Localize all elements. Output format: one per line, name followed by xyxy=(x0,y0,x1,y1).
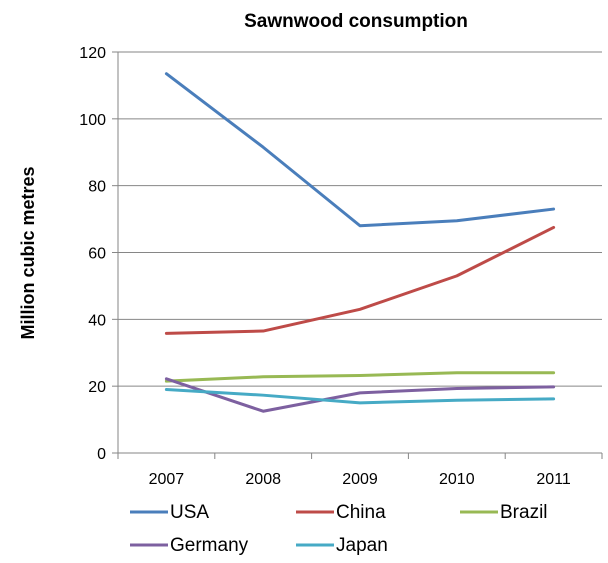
x-tick-label: 2007 xyxy=(149,471,185,488)
y-tick-label: 20 xyxy=(88,379,106,396)
y-tick-label: 40 xyxy=(88,312,106,329)
legend: USA China Brazil Germany Japan xyxy=(130,502,548,556)
series-line-japan xyxy=(164,388,556,405)
series-line-china xyxy=(164,225,556,335)
x-tick-labels: 2007 2008 2009 2010 2011 xyxy=(149,471,571,488)
gridlines xyxy=(118,51,602,387)
series-line-brazil xyxy=(164,371,556,383)
x-tick-label: 2010 xyxy=(439,471,475,488)
legend-label-brazil: Brazil xyxy=(500,502,548,523)
legend-label-germany: Germany xyxy=(170,535,249,556)
y-axis-label: Million cubic metres xyxy=(18,166,38,339)
chart-title: Sawnwood consumption xyxy=(244,11,468,32)
series-lines xyxy=(164,72,556,413)
y-tick-label: 60 xyxy=(88,246,106,263)
legend-label-usa: USA xyxy=(170,502,209,523)
axes xyxy=(112,51,603,459)
y-tick-label: 0 xyxy=(97,446,106,463)
y-tick-label: 80 xyxy=(88,179,106,196)
series-line-usa xyxy=(164,72,556,228)
series-line-germany xyxy=(164,377,556,413)
legend-label-china: China xyxy=(336,502,386,523)
x-tick-label: 2011 xyxy=(536,471,571,488)
y-tick-label: 100 xyxy=(79,112,106,129)
legend-label-japan: Japan xyxy=(336,535,388,556)
y-tick-labels: 0 20 40 60 80 100 120 xyxy=(79,45,106,463)
x-tick-label: 2009 xyxy=(342,471,378,488)
y-tick-label: 120 xyxy=(79,45,106,62)
x-tick-label: 2008 xyxy=(245,471,281,488)
